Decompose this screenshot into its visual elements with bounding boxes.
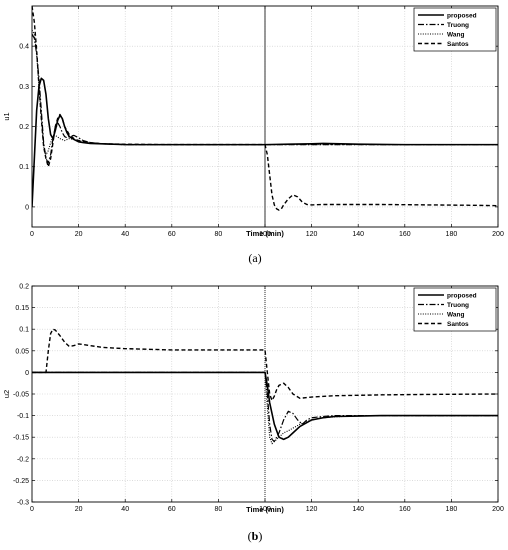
- x-tick-label: 200: [492, 506, 504, 513]
- x-tick-label: 180: [446, 231, 458, 238]
- y-tick-label: 0.1: [19, 327, 29, 334]
- y-tick-label: 0.2: [19, 284, 29, 291]
- y-tick-label: -0.05: [13, 392, 29, 399]
- x-tick-label: 20: [75, 231, 83, 238]
- x-tick-label: 160: [399, 231, 411, 238]
- legend-entry-label: Santos: [447, 321, 469, 328]
- caption-prefix: (: [248, 529, 252, 543]
- legend: proposed Truong Wang Santos: [413, 287, 497, 332]
- x-tick-label: 0: [30, 506, 34, 513]
- y-axis-label: u1: [2, 112, 11, 120]
- x-tick-label: 160: [399, 506, 411, 513]
- legend-entry-label: Santos: [447, 41, 469, 48]
- y-tick-label: 0.4: [19, 44, 29, 51]
- series-line-wang: [32, 371, 498, 445]
- legend-entry-label: proposed: [447, 292, 477, 299]
- caption-suffix: ): [258, 251, 262, 265]
- x-tick-label: 60: [168, 231, 176, 238]
- caption-suffix: ): [258, 529, 262, 543]
- legend-entry-label: Truong: [447, 302, 469, 309]
- chart-caption: (a): [248, 251, 261, 265]
- series-line-santos: [32, 6, 498, 211]
- x-tick-label: 180: [446, 506, 458, 513]
- y-tick-label: -0.3: [17, 500, 29, 507]
- y-tick-label: -0.15: [13, 435, 29, 442]
- x-tick-label: 40: [121, 506, 129, 513]
- y-tick-label: 0: [25, 204, 29, 211]
- x-tick-label: 120: [306, 231, 318, 238]
- x-tick-label: 120: [306, 506, 318, 513]
- x-tick-label: 20: [75, 506, 83, 513]
- y-tick-label: 0.1: [19, 164, 29, 171]
- legend-entry-label: proposed: [447, 12, 477, 19]
- legend-entry-label: Wang: [447, 31, 464, 38]
- y-tick-label: 0.2: [19, 124, 29, 131]
- legend-entry-label: Wang: [447, 311, 464, 318]
- caption-letter: b: [252, 529, 259, 543]
- chart-0: 0 20 40 60 80 100 120 140 160 180 200 0 0.1 0.2 0.3 0.4…: [2, 5, 504, 265]
- legend-entry-label: Truong: [447, 22, 469, 29]
- chart-1: 0 20 40 60 80 100 120 140 160 180 200 -0.3 -0.25 -0.2…: [2, 284, 504, 544]
- y-tick-label: 0: [25, 370, 29, 377]
- chart-caption: (b): [248, 529, 263, 543]
- series-line-wang: [32, 29, 498, 156]
- series-group: [32, 6, 498, 211]
- x-tick-label: 140: [352, 506, 364, 513]
- x-tick-label: 200: [492, 231, 504, 238]
- x-tick-label: 0: [30, 231, 34, 238]
- series-group: [32, 328, 498, 445]
- legend: proposed Truong Wang Santos: [413, 7, 497, 52]
- series-line-truong: [32, 371, 498, 443]
- caption-letter: a: [252, 251, 258, 265]
- y-axis-label: u2: [2, 390, 11, 398]
- x-tick-label: 100: [259, 231, 271, 238]
- y-tick-label: -0.1: [17, 413, 29, 420]
- y-tick-label: -0.25: [13, 478, 29, 485]
- x-axis-label: Time (min): [246, 229, 284, 238]
- series-line-santos: [32, 328, 498, 402]
- y-tick-label: 0.05: [15, 348, 29, 355]
- y-tick-label: -0.2: [17, 456, 29, 463]
- x-tick-label: 140: [352, 231, 364, 238]
- x-tick-label: 80: [215, 506, 223, 513]
- x-axis-label: Time (min): [246, 505, 284, 514]
- x-tick-label: 40: [121, 231, 129, 238]
- y-tick-label: 0.15: [15, 305, 29, 312]
- caption-prefix: (: [248, 251, 252, 265]
- x-tick-label: 100: [259, 506, 271, 513]
- y-tick-label: 0.3: [19, 84, 29, 91]
- x-tick-label: 80: [215, 231, 223, 238]
- x-tick-label: 60: [168, 506, 176, 513]
